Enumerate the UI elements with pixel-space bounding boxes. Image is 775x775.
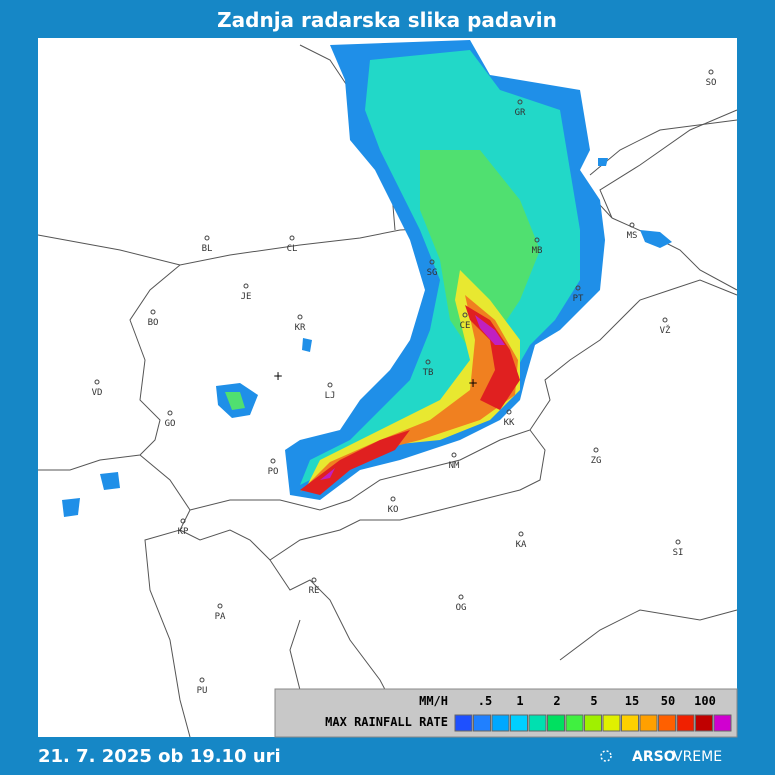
place-dot bbox=[629, 222, 635, 228]
place-label: MS bbox=[627, 231, 638, 241]
place-dot bbox=[708, 69, 714, 75]
place-dot bbox=[390, 496, 396, 502]
legend-level: 5 bbox=[590, 694, 597, 708]
legend-swatch bbox=[676, 714, 695, 732]
place-dot bbox=[289, 235, 295, 241]
place-label: CE bbox=[460, 321, 471, 331]
product: VREME bbox=[673, 749, 722, 765]
marker: + bbox=[468, 376, 478, 390]
place-label: PU bbox=[197, 686, 208, 696]
place-dot bbox=[243, 283, 249, 289]
legend-level: 2 bbox=[553, 694, 560, 708]
place-label: LJ bbox=[325, 391, 336, 401]
logo-icon bbox=[600, 750, 612, 762]
legend-swatch bbox=[584, 714, 602, 732]
place-dot bbox=[462, 312, 468, 318]
place-label: NM bbox=[449, 461, 460, 471]
place-label: KP bbox=[178, 527, 189, 537]
legend-swatch bbox=[510, 714, 528, 732]
title: Zadnja radarska slika padavin bbox=[217, 8, 557, 32]
legend-swatch bbox=[602, 714, 621, 732]
timestamp: 21. 7. 2025 ob 19.10 uri bbox=[38, 746, 281, 767]
marker: + bbox=[273, 369, 283, 383]
place-label: KR bbox=[295, 323, 306, 333]
legend-unit: MM/H bbox=[419, 694, 448, 708]
place-label: PT bbox=[573, 294, 584, 304]
place-dot bbox=[167, 410, 173, 416]
legend-caption: MAX RAINFALL RATE bbox=[325, 715, 448, 729]
place-dot bbox=[199, 677, 205, 683]
place-label: BO bbox=[148, 318, 159, 328]
place-label: PO bbox=[268, 467, 279, 477]
place-label: MB bbox=[532, 246, 543, 256]
legend-swatch bbox=[565, 714, 584, 732]
place-dot bbox=[517, 99, 523, 105]
legend-swatches bbox=[454, 714, 732, 732]
place-label: KA bbox=[516, 540, 527, 550]
place-dot bbox=[217, 603, 223, 609]
legend-swatch bbox=[658, 714, 676, 732]
place-dot bbox=[534, 237, 540, 243]
legend-swatch bbox=[713, 714, 732, 732]
place-dot bbox=[518, 531, 524, 537]
places: SO GR MS BL CL JE BO KR MB PT VŽ SG CE TB LJ VD GO KK NM ZG… bbox=[92, 69, 717, 696]
place-dot bbox=[150, 309, 156, 315]
place-label: VŽ bbox=[660, 324, 671, 336]
place-label: RE bbox=[309, 586, 320, 596]
legend-levels: .5 1 2 5 15 50 100 bbox=[478, 694, 716, 708]
place-label: SG bbox=[427, 268, 438, 278]
place-dot bbox=[575, 285, 581, 291]
rain bbox=[62, 40, 672, 517]
place-dot bbox=[429, 259, 435, 265]
place-label: SO bbox=[706, 78, 717, 88]
place-label: TB bbox=[423, 368, 434, 378]
place-dot bbox=[270, 458, 276, 464]
place-label: PA bbox=[215, 612, 226, 622]
legend-swatch bbox=[547, 714, 565, 732]
legend-swatch bbox=[454, 714, 473, 732]
place-dot bbox=[506, 409, 512, 415]
legend-level: .5 bbox=[478, 694, 492, 708]
place-dot bbox=[327, 382, 333, 388]
place-dot bbox=[311, 577, 317, 583]
legend-level: 100 bbox=[694, 694, 716, 708]
place-label: ZG bbox=[591, 456, 602, 466]
place-dot bbox=[297, 314, 303, 320]
place-label: VD bbox=[92, 388, 103, 398]
place-label: CL bbox=[287, 244, 298, 254]
place-dot bbox=[662, 317, 668, 323]
place-dot bbox=[425, 359, 431, 365]
place-dot bbox=[94, 379, 100, 385]
legend-level: 1 bbox=[516, 694, 523, 708]
place-label: GO bbox=[165, 419, 176, 429]
place-label: KK bbox=[504, 418, 515, 428]
place-label: OG bbox=[456, 603, 467, 613]
place-dot bbox=[180, 518, 186, 524]
place-dot bbox=[593, 447, 599, 453]
legend-swatch bbox=[491, 714, 510, 732]
brand: ARSO bbox=[632, 749, 676, 765]
legend: MM/H MAX RAINFALL RATE .5 1 2 5 15 50 100 bbox=[274, 688, 738, 738]
place-label: BL bbox=[202, 244, 213, 254]
place-dot bbox=[458, 594, 464, 600]
place-dot bbox=[675, 539, 681, 545]
legend-swatch bbox=[528, 714, 547, 732]
place-label: GR bbox=[515, 108, 526, 118]
place-dot bbox=[451, 452, 457, 458]
place-label: JE bbox=[241, 292, 252, 302]
legend-swatch bbox=[695, 714, 713, 732]
place-dot bbox=[204, 235, 210, 241]
legend-swatch bbox=[473, 714, 491, 732]
place-label: SI bbox=[673, 548, 684, 558]
logo: ARSO VREME bbox=[600, 749, 722, 765]
place-label: KO bbox=[388, 505, 399, 515]
legend-level: 15 bbox=[625, 694, 639, 708]
legend-swatch bbox=[639, 714, 658, 732]
legend-swatch bbox=[621, 714, 639, 732]
legend-level: 50 bbox=[661, 694, 675, 708]
